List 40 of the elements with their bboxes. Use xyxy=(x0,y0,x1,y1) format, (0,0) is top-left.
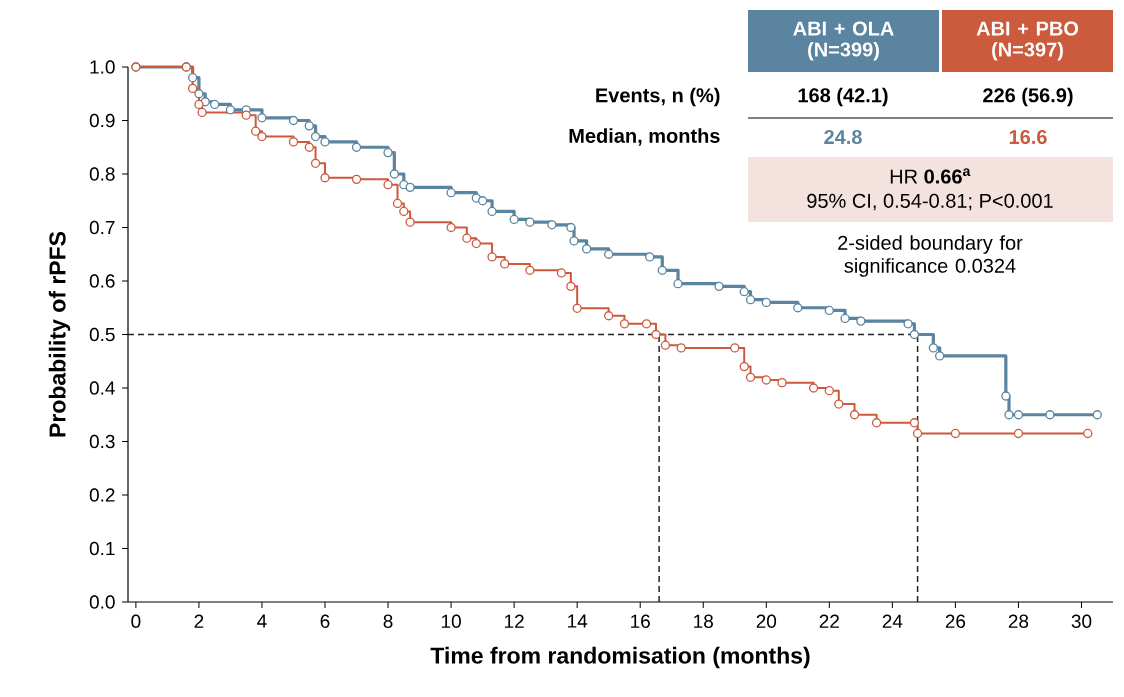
y-axis-title: Probability of rPFS xyxy=(48,231,71,437)
y-tick-label: 0.1 xyxy=(89,541,115,556)
y-tick-label: 1.0 xyxy=(90,60,115,74)
y-tick-label: 0.8 xyxy=(89,167,115,181)
x-tick-label: 8 xyxy=(383,614,393,628)
y-tick-label: 0.5 xyxy=(89,327,115,342)
x-tick-label: 10 xyxy=(441,614,461,628)
text: HR 0.66$^{a}$ xyxy=(890,168,971,184)
y-tick-label: 0.9 xyxy=(89,113,115,128)
y-tick-label: 0.7 xyxy=(89,220,115,235)
annotation: Events, n (%) xyxy=(596,87,720,107)
annotation: 95% CI, 0.54-0.81; P<0.001 xyxy=(807,193,1053,211)
x-tick-label: 26 xyxy=(945,614,966,628)
text: ABI + OLA (N=399) xyxy=(793,21,894,61)
x-tick-label: 6 xyxy=(320,614,330,628)
x-tick-label: 0 xyxy=(131,614,141,628)
annotation: Median, months xyxy=(569,128,720,146)
y-tick-label: 0.6 xyxy=(89,274,115,288)
x-tick-label: 20 xyxy=(756,614,777,628)
annotation: 2-sided boundary for significance 0.0324 xyxy=(838,235,1023,277)
annotation: 226 (56.9) xyxy=(983,87,1073,107)
x-tick-label: 24 xyxy=(882,614,903,628)
y-tick-label: 0.2 xyxy=(89,488,115,502)
y-tick-label: 0.4 xyxy=(89,381,115,395)
text: ABI + PBO (N=397) xyxy=(976,21,1079,61)
x-tick-label: 4 xyxy=(257,614,267,628)
annotation: 24.8 xyxy=(824,129,862,145)
x-tick-label: 28 xyxy=(1008,614,1029,628)
x-tick-label: 2 xyxy=(194,614,204,628)
x-tick-label: 12 xyxy=(505,614,524,628)
y-tick-label: 0.3 xyxy=(89,434,115,449)
y-tick-label: 0.0 xyxy=(89,595,115,609)
x-axis-title: Time from randomisation (months) xyxy=(430,646,810,669)
x-tick-label: 30 xyxy=(1071,614,1092,628)
x-tick-label: 16 xyxy=(631,614,650,628)
annotation: 16.6 xyxy=(1009,129,1047,145)
annotation: 168 (42.1) xyxy=(798,87,888,107)
x-tick-label: 22 xyxy=(819,614,839,628)
x-tick-label: 14 xyxy=(568,614,588,628)
x-tick-label: 18 xyxy=(694,614,713,628)
